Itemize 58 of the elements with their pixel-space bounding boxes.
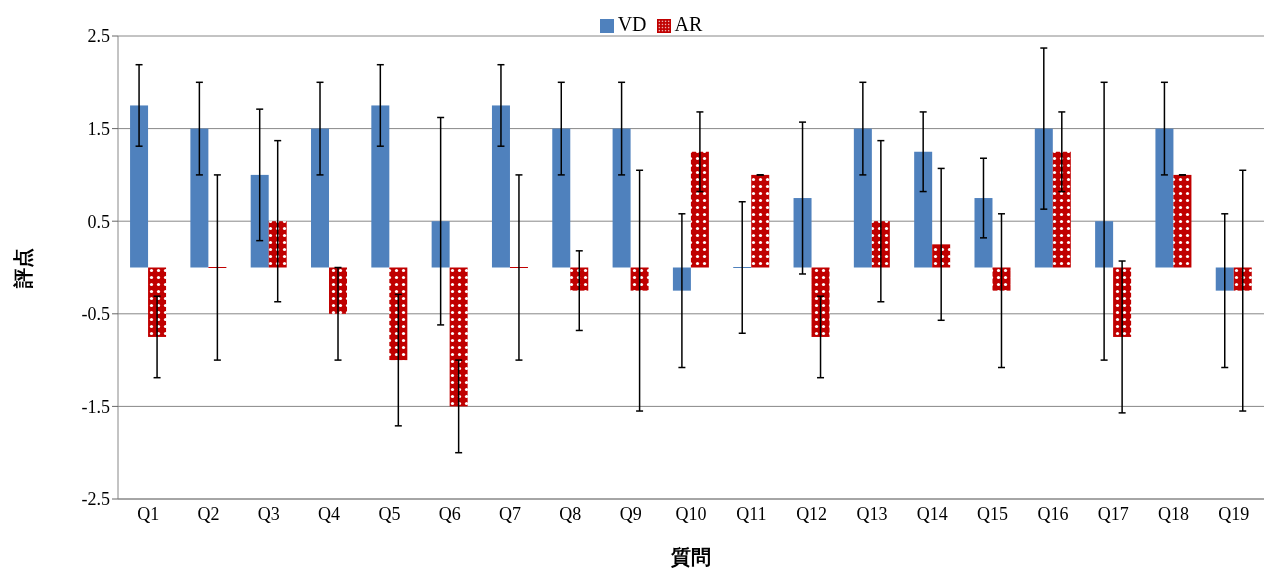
y-tick-label: -1.5 bbox=[81, 396, 110, 417]
bar bbox=[1233, 267, 1252, 291]
y-axis-title: 評点 bbox=[12, 247, 35, 289]
y-tick-label: 2.5 bbox=[87, 26, 110, 47]
x-tick-label: Q7 bbox=[499, 503, 522, 524]
y-tick-label: 1.5 bbox=[87, 118, 110, 139]
x-tick-label: Q2 bbox=[197, 503, 220, 524]
bar bbox=[751, 174, 770, 268]
x-tick-label: Q6 bbox=[438, 503, 461, 524]
bar bbox=[612, 128, 631, 268]
bar bbox=[190, 128, 209, 268]
x-tick-label: Q19 bbox=[1218, 503, 1250, 524]
bar bbox=[431, 221, 450, 268]
x-tick-label: Q14 bbox=[916, 503, 948, 524]
x-tick-label: Q9 bbox=[619, 503, 642, 524]
bar bbox=[449, 267, 468, 407]
bar bbox=[389, 267, 408, 361]
bar bbox=[1173, 174, 1192, 268]
bar bbox=[570, 267, 589, 291]
bar bbox=[793, 198, 812, 268]
bar bbox=[268, 221, 287, 268]
x-axis-title: 質問 bbox=[670, 546, 711, 569]
bar bbox=[690, 151, 709, 268]
y-tick-label: -0.5 bbox=[81, 304, 110, 325]
bar bbox=[311, 128, 330, 268]
x-tick-label: Q1 bbox=[137, 503, 160, 524]
bar bbox=[1052, 151, 1071, 268]
x-tick-label: Q13 bbox=[856, 503, 888, 524]
bar bbox=[630, 267, 649, 291]
bar bbox=[491, 105, 510, 268]
bar bbox=[914, 151, 933, 268]
legend-label: AR bbox=[674, 13, 703, 35]
bar bbox=[1034, 128, 1053, 268]
bar bbox=[552, 128, 571, 268]
bar bbox=[1215, 267, 1234, 291]
x-tick-label: Q10 bbox=[675, 503, 707, 524]
x-tick-label: Q18 bbox=[1158, 503, 1190, 524]
x-tick-label: Q11 bbox=[736, 503, 767, 524]
x-tick-label: Q3 bbox=[257, 503, 280, 524]
x-tick-label: Q16 bbox=[1037, 503, 1069, 524]
y-tick-label: 0.5 bbox=[87, 211, 110, 232]
x-tick-label: Q17 bbox=[1097, 503, 1129, 524]
bar bbox=[992, 267, 1011, 291]
x-tick-label: Q12 bbox=[796, 503, 828, 524]
x-tick-label: Q8 bbox=[559, 503, 582, 524]
bar bbox=[148, 267, 167, 337]
bar bbox=[1155, 128, 1174, 268]
legend-label: VD bbox=[617, 13, 647, 35]
x-tick-label: Q15 bbox=[977, 503, 1009, 524]
x-tick-label: Q4 bbox=[318, 503, 341, 524]
bar bbox=[853, 128, 872, 268]
bar bbox=[130, 105, 149, 268]
bar bbox=[250, 174, 269, 268]
bar bbox=[974, 198, 993, 268]
bar bbox=[811, 267, 830, 337]
y-tick-label: -2.5 bbox=[81, 489, 110, 510]
x-tick-label: Q5 bbox=[378, 503, 401, 524]
bar bbox=[371, 105, 390, 268]
